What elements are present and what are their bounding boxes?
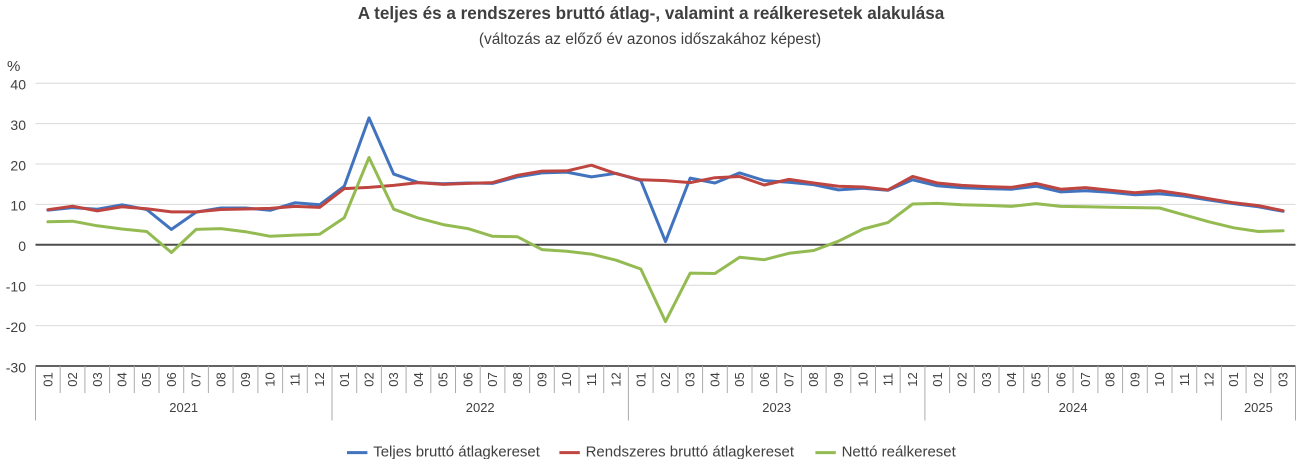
svg-text:02: 02 [65,372,80,386]
svg-text:2021: 2021 [169,400,198,415]
svg-text:07: 07 [1078,372,1093,386]
svg-text:2023: 2023 [762,400,791,415]
svg-text:06: 06 [757,372,772,386]
svg-text:Teljes bruttó átlagkereset: Teljes bruttó átlagkereset [373,443,541,459]
svg-text:02: 02 [1251,372,1266,386]
svg-text:05: 05 [139,372,154,386]
svg-text:Rendszeres bruttó átlagkereset: Rendszeres bruttó átlagkereset [586,443,795,459]
svg-text:01: 01 [40,372,55,386]
svg-text:2024: 2024 [1059,400,1088,415]
svg-text:11: 11 [584,373,599,387]
svg-text:08: 08 [213,372,228,386]
svg-text:10: 10 [559,372,574,386]
svg-text:06: 06 [1053,372,1068,386]
svg-text:03: 03 [90,372,105,386]
svg-text:-20: -20 [6,319,26,335]
svg-text:02: 02 [658,372,673,386]
svg-text:06: 06 [164,372,179,386]
svg-text:12: 12 [312,372,327,386]
svg-text:01: 01 [1226,372,1241,386]
svg-text:11: 11 [880,373,895,387]
svg-text:08: 08 [510,372,525,386]
svg-text:02: 02 [955,372,970,386]
svg-text:04: 04 [411,372,426,386]
svg-text:09: 09 [1127,372,1142,386]
svg-text:05: 05 [436,372,451,386]
svg-text:03: 03 [979,372,994,386]
svg-text:30: 30 [10,117,26,133]
svg-text:05: 05 [1029,372,1044,386]
svg-text:07: 07 [189,372,204,386]
svg-text:03: 03 [1276,372,1291,386]
svg-text:12: 12 [609,372,624,386]
svg-text:03: 03 [683,372,698,386]
svg-text:11: 11 [287,373,302,387]
svg-text:2025: 2025 [1244,400,1273,415]
svg-text:09: 09 [831,372,846,386]
svg-text:12: 12 [905,372,920,386]
svg-text:09: 09 [238,372,253,386]
svg-text:10: 10 [10,198,26,214]
svg-text:10: 10 [263,372,278,386]
svg-text:09: 09 [535,372,550,386]
svg-text:(változás az előző év azonos i: (változás az előző év azonos időszakához… [479,31,821,48]
svg-text:07: 07 [782,372,797,386]
svg-text:04: 04 [115,372,130,386]
svg-text:06: 06 [460,372,475,386]
svg-text:11: 11 [1177,373,1192,387]
svg-text:-10: -10 [6,279,26,295]
svg-text:0: 0 [18,238,26,254]
svg-text:08: 08 [806,372,821,386]
svg-text:04: 04 [707,372,722,386]
svg-text:%: % [7,58,20,75]
svg-text:12: 12 [1202,372,1217,386]
svg-text:A teljes és a rendszeres brutt: A teljes és a rendszeres bruttó átlag-, … [358,4,945,23]
svg-text:20: 20 [10,157,26,173]
svg-text:Nettó reálkereset: Nettó reálkereset [842,443,957,459]
svg-text:01: 01 [337,372,352,386]
svg-text:01: 01 [930,372,945,386]
svg-text:05: 05 [732,372,747,386]
svg-text:-30: -30 [6,359,26,375]
svg-text:02: 02 [362,372,377,386]
svg-text:03: 03 [386,372,401,386]
svg-text:40: 40 [10,77,26,93]
svg-text:01: 01 [633,372,648,386]
svg-text:08: 08 [1103,372,1118,386]
svg-text:10: 10 [1152,372,1167,386]
svg-text:10: 10 [856,372,871,386]
svg-text:07: 07 [485,372,500,386]
svg-text:2022: 2022 [466,400,495,415]
svg-text:04: 04 [1004,372,1019,386]
